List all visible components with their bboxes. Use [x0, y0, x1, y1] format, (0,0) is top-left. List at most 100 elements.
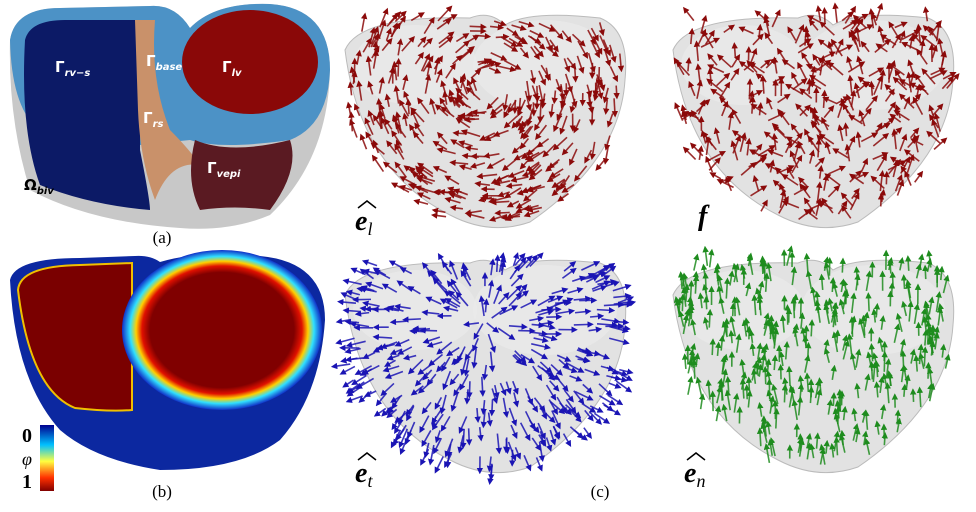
arrow: [537, 95, 538, 107]
arrow: [412, 331, 423, 332]
arrow: [842, 433, 843, 445]
arrow: [685, 356, 686, 368]
arrow: [784, 387, 785, 402]
label-et: et: [355, 458, 373, 491]
arrow: [485, 301, 486, 312]
arrow: [925, 332, 926, 345]
field-el: [345, 8, 626, 228]
arrow: [701, 396, 703, 409]
arrow: [808, 345, 809, 359]
arrow: [477, 408, 478, 420]
arrow: [793, 300, 794, 318]
arrow: [920, 390, 921, 407]
arrow: [805, 338, 806, 348]
arrow: [604, 405, 618, 414]
arrow: [597, 159, 605, 169]
arrow: [456, 133, 467, 134]
colorbar: [40, 425, 54, 491]
arrow: [584, 428, 590, 437]
field-en: [673, 248, 954, 472]
arrow: [822, 277, 823, 290]
arrow: [705, 275, 706, 293]
arrow: [718, 345, 719, 356]
caption-a: (a): [153, 228, 172, 247]
arrow: [925, 268, 926, 279]
arrow: [685, 9, 694, 20]
arrow: [774, 358, 775, 370]
arrow: [679, 300, 680, 311]
arrow: [892, 285, 893, 297]
arrow: [871, 84, 872, 96]
arrow: [616, 381, 629, 391]
arrow: [349, 105, 351, 115]
field-et: [334, 255, 633, 482]
lv-phi: [122, 250, 322, 410]
arrow: [762, 263, 763, 274]
arrow: [904, 387, 905, 397]
arrow: [609, 383, 619, 387]
arrow: [374, 157, 384, 171]
arrow: [688, 379, 691, 395]
arrow: [497, 212, 509, 213]
arrow: [606, 145, 609, 161]
arrow: [842, 261, 843, 273]
arrow: [392, 430, 400, 446]
arrow: [574, 430, 585, 438]
arrow: [362, 16, 365, 32]
arrow: [734, 45, 735, 57]
caption-c: (c): [591, 482, 610, 501]
arrow: [726, 281, 727, 299]
label-en: en: [684, 458, 705, 491]
arrow: [752, 99, 753, 114]
arrow: [685, 149, 695, 159]
arrow: [519, 98, 520, 110]
caption-b: (b): [152, 482, 172, 501]
arrow: [776, 411, 777, 428]
arrow: [574, 63, 575, 79]
arrow: [903, 353, 904, 366]
arrow: [710, 252, 712, 267]
arrow: [924, 350, 925, 367]
arrow: [590, 316, 601, 317]
arrow: [712, 174, 721, 179]
arrow: [482, 377, 483, 394]
colorbar-bottom: 1: [22, 471, 32, 493]
arrow: [868, 295, 869, 311]
arrow: [342, 366, 355, 373]
arrow: [839, 392, 840, 410]
arrow: [817, 436, 818, 449]
arrow: [509, 326, 525, 327]
arrow: [706, 299, 707, 309]
arrow: [837, 333, 838, 344]
lv-cavity: [182, 10, 318, 114]
arrow: [493, 201, 509, 202]
figure: Γrv−s Γbase Γlv Γrs Γvepi Ωbiv (a) 0 φ 1…: [0, 0, 976, 512]
arrow: [904, 277, 905, 289]
arrow: [766, 276, 767, 292]
arrow: [731, 333, 732, 343]
arrow: [884, 435, 885, 445]
arrow: [334, 364, 350, 366]
arrow: [712, 341, 713, 355]
arrow: [338, 338, 354, 342]
arrow: [422, 449, 429, 463]
arrow: [709, 312, 710, 328]
arrow: [496, 37, 507, 38]
arrow: [614, 98, 615, 114]
arrow: [897, 413, 898, 425]
arrow: [611, 377, 625, 380]
arrow: [467, 389, 468, 401]
arrow: [916, 358, 917, 372]
arrow: [376, 337, 392, 338]
arrow: [393, 321, 406, 322]
arrow: [810, 389, 811, 403]
arrow: [749, 81, 750, 99]
arrow: [763, 78, 764, 94]
lv-cavity: [801, 265, 945, 355]
arrow: [490, 26, 501, 27]
arrow: [686, 287, 687, 302]
arrow: [818, 141, 819, 157]
arrow: [876, 306, 877, 317]
panel-a: Γrv−s Γbase Γlv Γrs Γvepi Ωbiv (a): [10, 4, 330, 247]
arrow: [351, 115, 352, 132]
